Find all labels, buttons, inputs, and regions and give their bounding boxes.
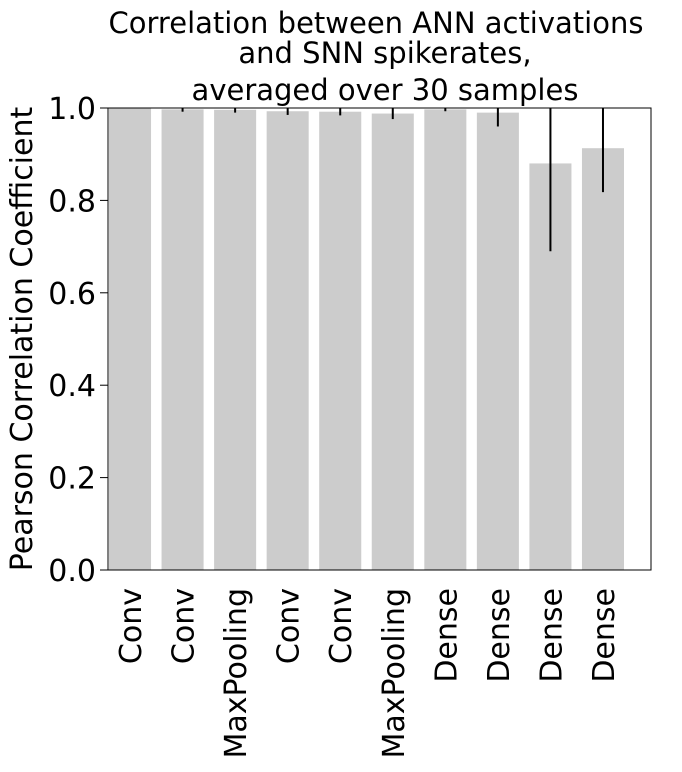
y-tick-label-6: 1.0 [48,92,96,127]
x-tick-label-6: MaxPooling [377,588,412,758]
x-tick-label-1: Conv [114,588,149,664]
y-axis-ticks: 0.0 0.2 0.4 0.6 0.8 1.0 [48,92,108,589]
x-tick-label-3: MaxPooling [219,588,254,758]
x-tick-label-5: Conv [324,588,359,664]
y-tick-label-4: 0.6 [48,277,96,312]
y-tick-label-5: 0.8 [48,184,96,219]
x-tick-label-8: Dense [482,588,517,683]
bar-10 [581,148,624,570]
x-tick-label-4: Conv [272,588,307,664]
bar-5 [319,111,362,571]
y-tick-label-1: 0.0 [48,554,96,589]
bar-6 [371,113,414,570]
bar-3 [214,109,257,571]
y-axis-label: Pearson Correlation Coefficient [5,107,40,572]
x-tick-label-9: Dense [534,588,569,683]
y-tick-label-2: 0.2 [48,462,96,497]
chart-title-line-3: averaged over 30 samples [192,73,579,107]
chart-title: Correlation between ANN activations and … [109,6,644,107]
x-tick-label-7: Dense [429,588,464,683]
bars-group [109,108,624,571]
error-bars-group [129,108,604,252]
bar-8 [476,112,519,571]
chart-title-line-1: Correlation between ANN activations [109,6,644,40]
x-tick-label-2: Conv [167,588,202,664]
bar-7 [424,109,467,571]
bar-4 [266,111,309,570]
y-tick-label-3: 0.4 [48,369,96,404]
bar-2 [161,109,204,571]
x-tick-label-10: Dense [587,588,622,683]
x-axis-ticks: Conv Conv MaxPooling Conv Conv MaxPooling Dens… [114,588,622,758]
plot-frame [107,107,652,571]
chart-title-line-2: and SNN spikerates, [238,36,531,70]
bar-1 [109,108,152,570]
